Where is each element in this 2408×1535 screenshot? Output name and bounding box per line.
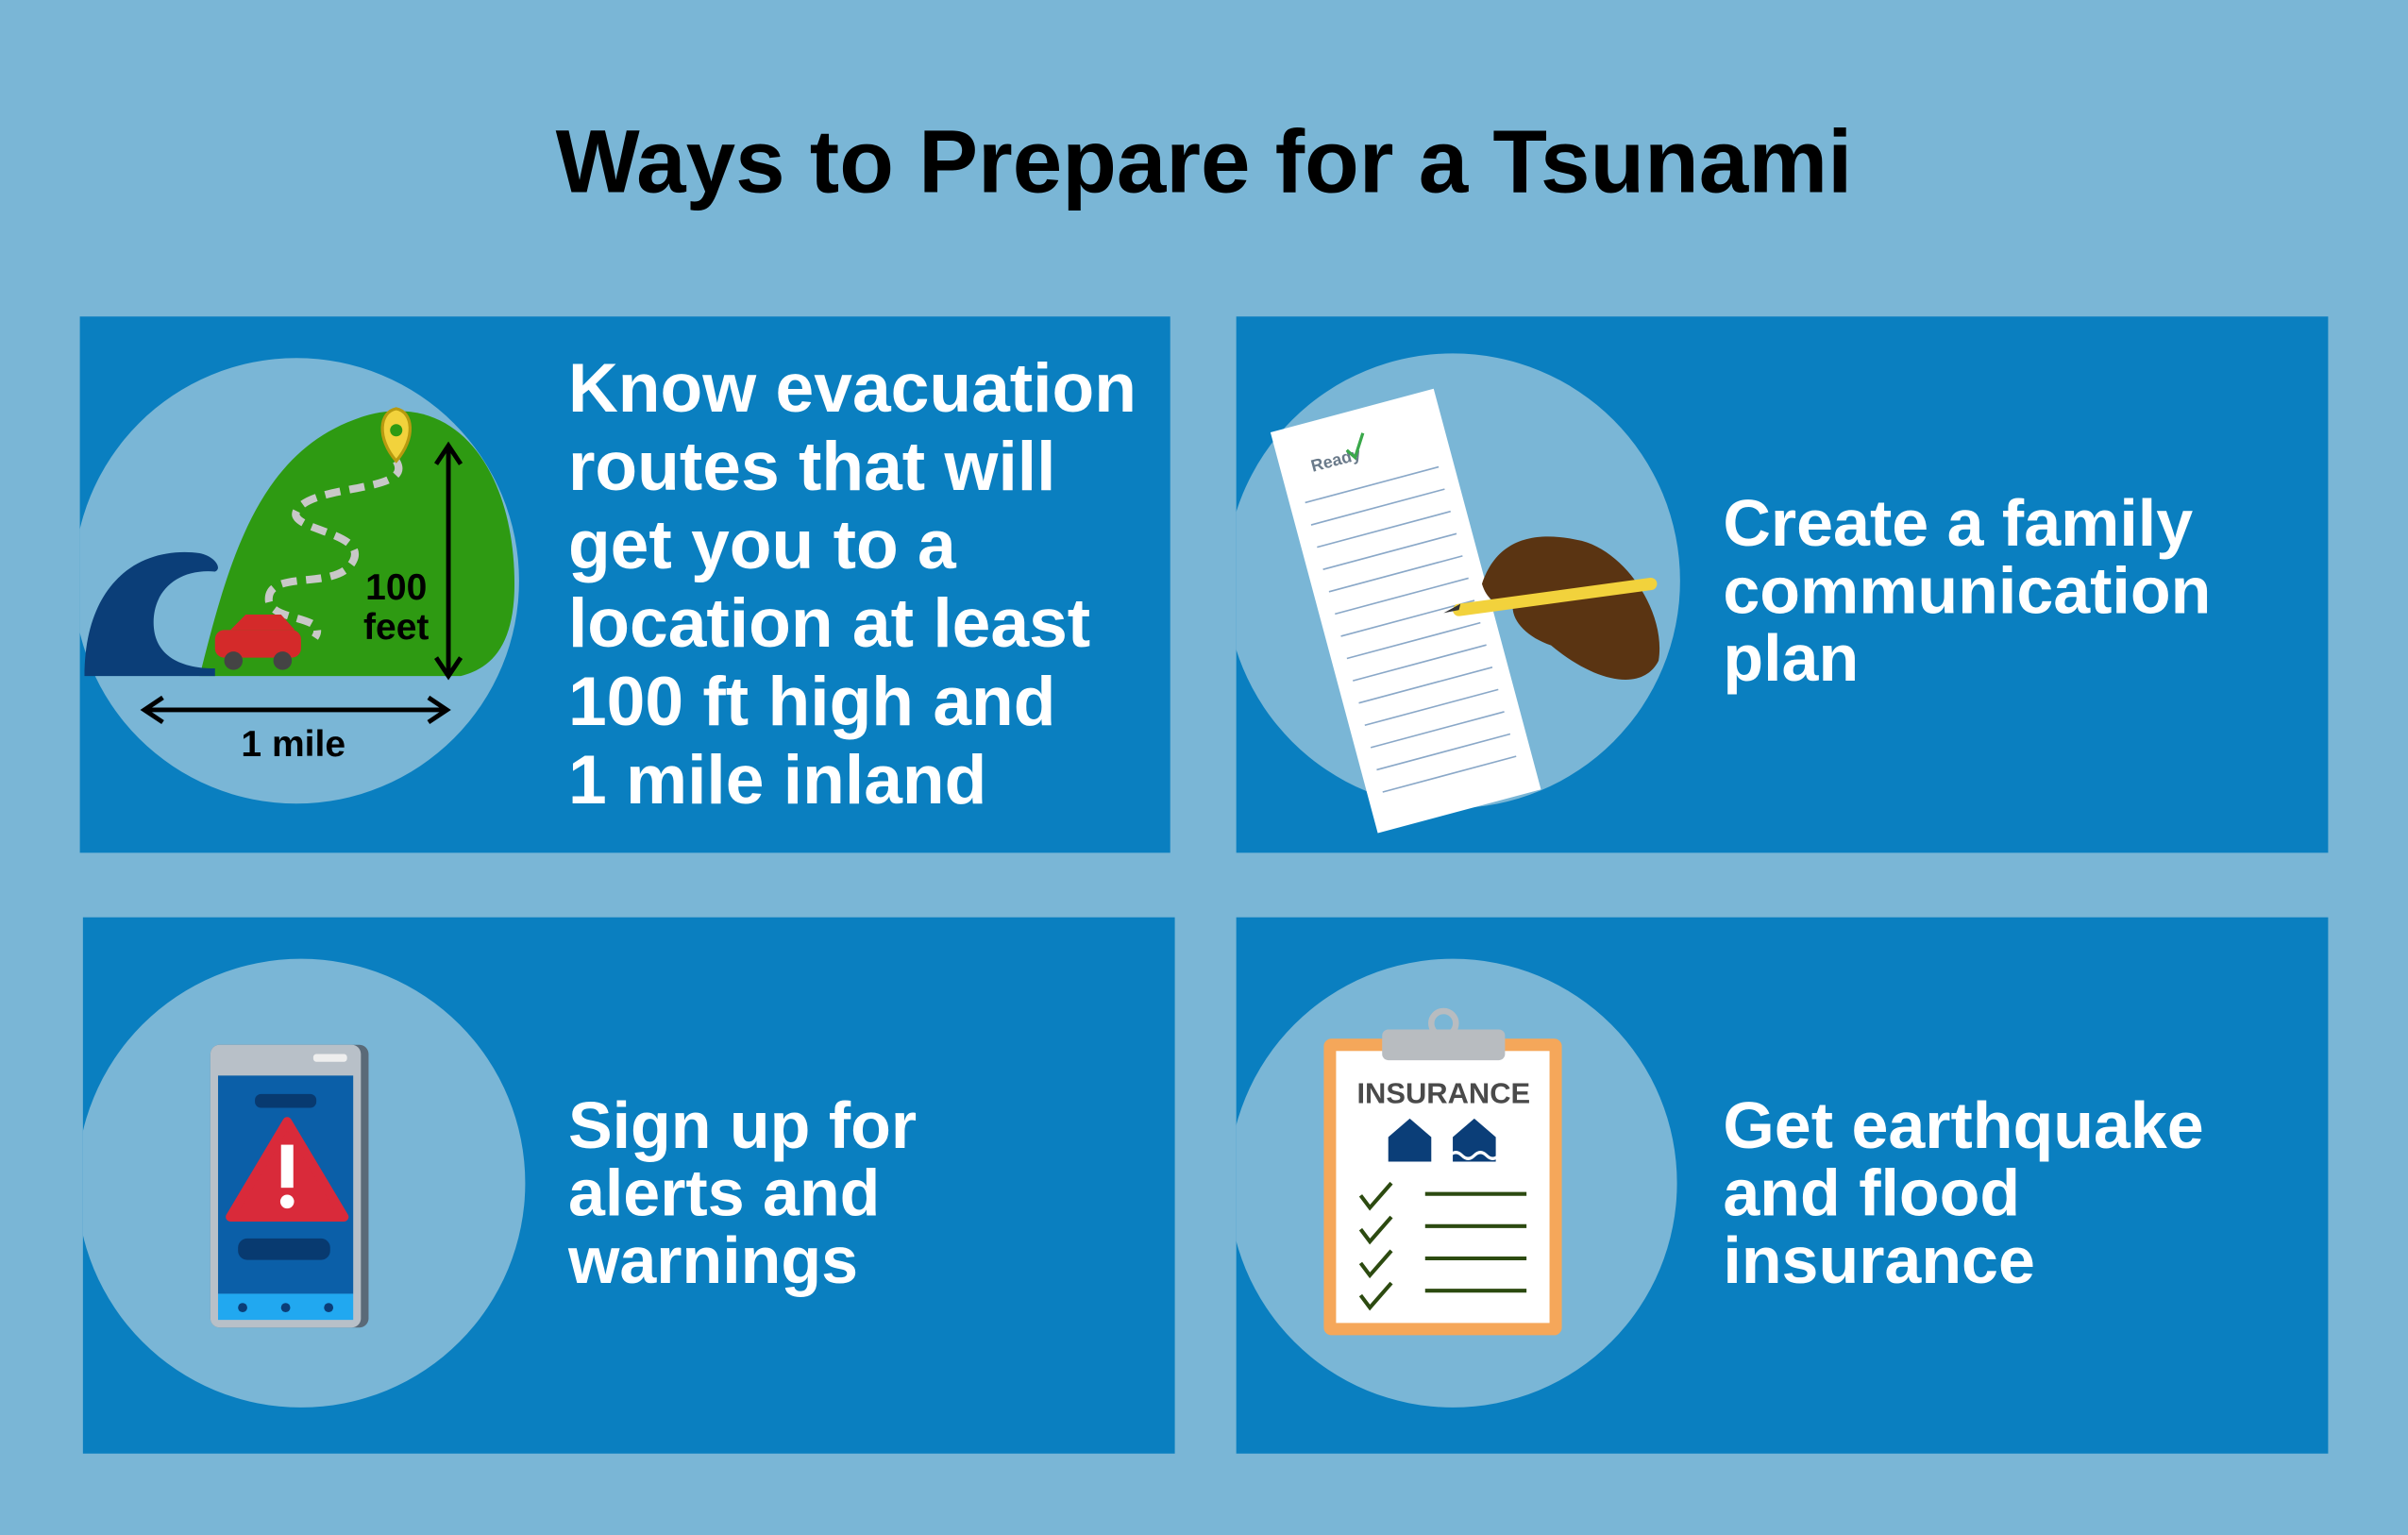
- hand: [1481, 536, 1660, 680]
- wave: [84, 551, 218, 677]
- card-text: routes that will: [568, 428, 1056, 505]
- clip: [1382, 1029, 1506, 1061]
- screen-bar: [255, 1093, 317, 1108]
- card: 100 feet 1 mile: [79, 316, 1170, 853]
- check: [1345, 432, 1365, 461]
- flood: [1448, 1151, 1501, 1160]
- icon-label: 1 mile: [241, 724, 345, 765]
- icon-label: 100: [365, 567, 427, 608]
- card-text: location at least: [568, 584, 1090, 662]
- clip-ring: [1428, 1007, 1459, 1039]
- icon-label: feet: [363, 607, 429, 648]
- card-text: Create a family: [1723, 486, 2193, 560]
- warning-dot: [279, 1194, 295, 1209]
- card-text: Sign up for: [568, 1088, 917, 1162]
- card-text: get you to a: [568, 506, 957, 583]
- card-text: communication: [1723, 553, 2211, 627]
- screen-bar: [238, 1238, 330, 1260]
- card-text: 1 mile inland: [568, 741, 986, 818]
- card-text: plan: [1723, 621, 1859, 695]
- car: [214, 630, 301, 658]
- pin-dot: [390, 424, 403, 437]
- card-text: insurance: [1723, 1223, 2034, 1297]
- clipboard-label: INSURANCE: [1356, 1077, 1530, 1110]
- clipboard-icon: INSURANCE: [1323, 1007, 1562, 1336]
- house: [1388, 1118, 1432, 1162]
- card: INSURANCE: [1236, 917, 2329, 1454]
- phone-icon: [210, 1044, 369, 1328]
- warning-mark: [280, 1144, 294, 1189]
- evacuation-icon: 100 feet 1 mile: [84, 407, 515, 765]
- card: [82, 917, 1175, 1454]
- title: Ways to Prepare for a Tsunami: [556, 112, 1853, 211]
- card-text: alerts and: [568, 1155, 880, 1229]
- house: [1453, 1118, 1496, 1162]
- card-text: and flood: [1723, 1155, 2020, 1229]
- card-text: warnings: [567, 1223, 858, 1297]
- form-paper: [1270, 388, 1541, 834]
- dot: [324, 1303, 334, 1312]
- plan-icon: Ready: [1270, 388, 1660, 834]
- card: Ready: [1236, 316, 2329, 853]
- checklist: [1358, 1181, 1527, 1311]
- dot: [280, 1303, 291, 1312]
- arrow-heads: [434, 441, 463, 681]
- wheel: [224, 651, 244, 670]
- wheel: [273, 651, 293, 670]
- clipboard-paper: [1336, 1051, 1550, 1324]
- form-lines: [1305, 465, 1517, 793]
- card-text: 100 ft high and: [568, 663, 1056, 740]
- form: Ready: [1270, 388, 1541, 834]
- dot: [238, 1303, 247, 1312]
- route: [264, 459, 403, 640]
- car-top: [230, 615, 295, 631]
- pencil: [1453, 577, 1658, 616]
- arrow-heads: [140, 695, 451, 725]
- card-text: Get earthquake: [1723, 1088, 2203, 1162]
- card-text: Know evacuation: [568, 349, 1137, 427]
- speaker: [312, 1054, 347, 1062]
